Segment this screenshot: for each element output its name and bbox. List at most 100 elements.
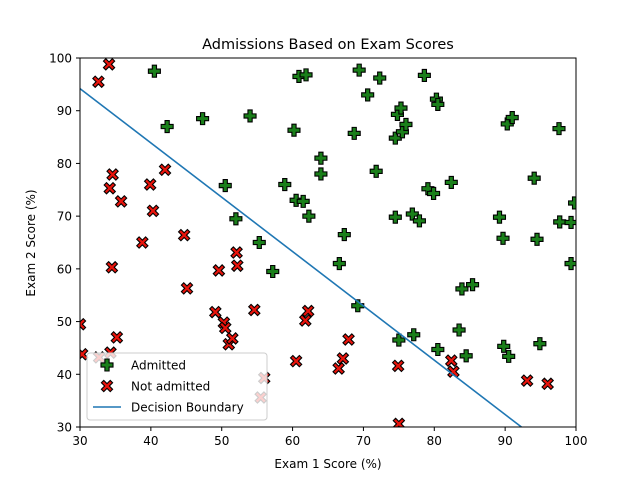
not-admitted-point xyxy=(158,163,172,177)
not-admitted-point xyxy=(298,314,312,327)
admitted-point xyxy=(530,232,544,246)
admitted-point xyxy=(500,117,514,131)
not-admitted-point xyxy=(342,333,355,346)
admitted-point xyxy=(412,214,426,228)
not-admitted-point xyxy=(180,281,194,295)
x-tick-label: 70 xyxy=(356,434,371,448)
legend-label: Decision Boundary xyxy=(131,401,244,415)
admitted-point xyxy=(407,328,421,342)
not-admitted-point xyxy=(230,246,243,259)
x-tick-label: 30 xyxy=(72,434,87,448)
admitted-point xyxy=(352,63,366,77)
admitted-point xyxy=(388,210,402,224)
not-admitted-point xyxy=(218,321,232,335)
admitted-point xyxy=(252,235,266,250)
legend-marker-swatch xyxy=(100,358,114,372)
admitted-point xyxy=(533,337,547,351)
y-tick-label: 50 xyxy=(57,315,72,329)
x-tick-label: 80 xyxy=(427,434,442,448)
x-tick-label: 60 xyxy=(285,434,300,448)
admitted-point xyxy=(553,215,567,229)
admitted-point xyxy=(568,196,576,210)
legend: Admitted Not admitted Decision Boundary xyxy=(86,352,268,421)
not-admitted-point xyxy=(80,317,87,331)
legend-entry: Decision Boundary xyxy=(93,401,244,415)
not-admitted-point xyxy=(392,417,406,427)
not-admitted-point xyxy=(208,305,222,319)
plot-area: 30 40 50 60 70 80 90 100 30 40 50 60 70 80 90 100 xyxy=(49,52,587,449)
not-admitted-point xyxy=(143,178,157,191)
not-admitted-point xyxy=(102,58,116,71)
x-tick-label: 90 xyxy=(498,434,513,448)
not-admitted-point xyxy=(336,352,350,365)
admitted-point xyxy=(527,171,541,185)
admitted-point xyxy=(552,122,566,136)
y-tick-label: 40 xyxy=(57,368,72,382)
series-admitted xyxy=(147,63,576,363)
not-admitted-point xyxy=(230,259,244,273)
admitted-point xyxy=(388,131,402,145)
not-admitted-point xyxy=(146,204,160,218)
admitted-point xyxy=(431,97,445,111)
admitted-point xyxy=(497,339,511,353)
admitted-point xyxy=(496,231,510,245)
not-admitted-point xyxy=(332,362,346,375)
admitted-point xyxy=(266,264,280,279)
legend-box xyxy=(86,352,268,421)
admitted-point xyxy=(147,64,161,78)
legend-entry: Not admitted xyxy=(100,380,210,394)
not-admitted-point xyxy=(106,168,119,181)
admitted-point xyxy=(196,112,210,126)
y-tick-label: 90 xyxy=(57,104,72,118)
not-admitted-point xyxy=(301,304,315,318)
admitted-point xyxy=(492,210,507,224)
series-not-admitted xyxy=(80,58,555,427)
admitted-point xyxy=(459,349,473,363)
not-admitted-point xyxy=(103,181,117,195)
admitted-point xyxy=(299,68,313,82)
admitted-point xyxy=(564,215,576,230)
admitted-point xyxy=(289,193,303,207)
admitted-point xyxy=(399,117,413,131)
admitted-point xyxy=(314,151,328,165)
not-admitted-point xyxy=(391,359,405,373)
y-tick-label: 100 xyxy=(49,52,72,66)
admitted-point xyxy=(296,194,310,208)
not-admitted-point xyxy=(135,236,149,249)
admitted-point xyxy=(361,88,375,102)
admitted-point xyxy=(243,109,257,123)
y-tick-label: 70 xyxy=(57,210,72,224)
legend-label: Not admitted xyxy=(131,380,210,394)
not-admitted-point xyxy=(105,260,119,274)
legend-entry: Admitted xyxy=(100,358,186,373)
not-admitted-point xyxy=(447,365,460,379)
admitted-point xyxy=(337,228,351,242)
admitted-point xyxy=(332,257,346,271)
axes-frame xyxy=(79,57,577,428)
admitted-point xyxy=(229,212,243,226)
admitted-point xyxy=(564,257,576,271)
not-admitted-point xyxy=(177,228,191,242)
admitted-point xyxy=(347,126,361,140)
y-axis-label: Exam 2 Score (%) xyxy=(24,189,38,296)
admitted-point xyxy=(218,179,232,193)
x-axis-label: Exam 1 Score (%) xyxy=(274,457,381,471)
x-tick-label: 50 xyxy=(214,434,229,448)
not-admitted-point xyxy=(225,332,239,345)
admitted-point xyxy=(369,164,383,178)
admitted-point xyxy=(160,119,174,134)
admitted-point xyxy=(302,209,316,223)
admitted-point xyxy=(427,186,441,201)
chart-title: Admissions Based on Exam Scores xyxy=(202,37,454,53)
admitted-point xyxy=(287,123,301,137)
admitted-point xyxy=(394,101,408,115)
not-admitted-point xyxy=(110,331,124,344)
y-tick-label: 30 xyxy=(57,421,72,435)
not-admitted-point xyxy=(289,354,303,368)
x-tick-label: 100 xyxy=(565,434,588,448)
decision-boundary-line xyxy=(80,87,522,427)
axis-ticks: 30 40 50 60 70 80 90 100 30 40 50 60 70 80 90 100 xyxy=(49,52,587,449)
y-tick-label: 80 xyxy=(57,157,72,171)
